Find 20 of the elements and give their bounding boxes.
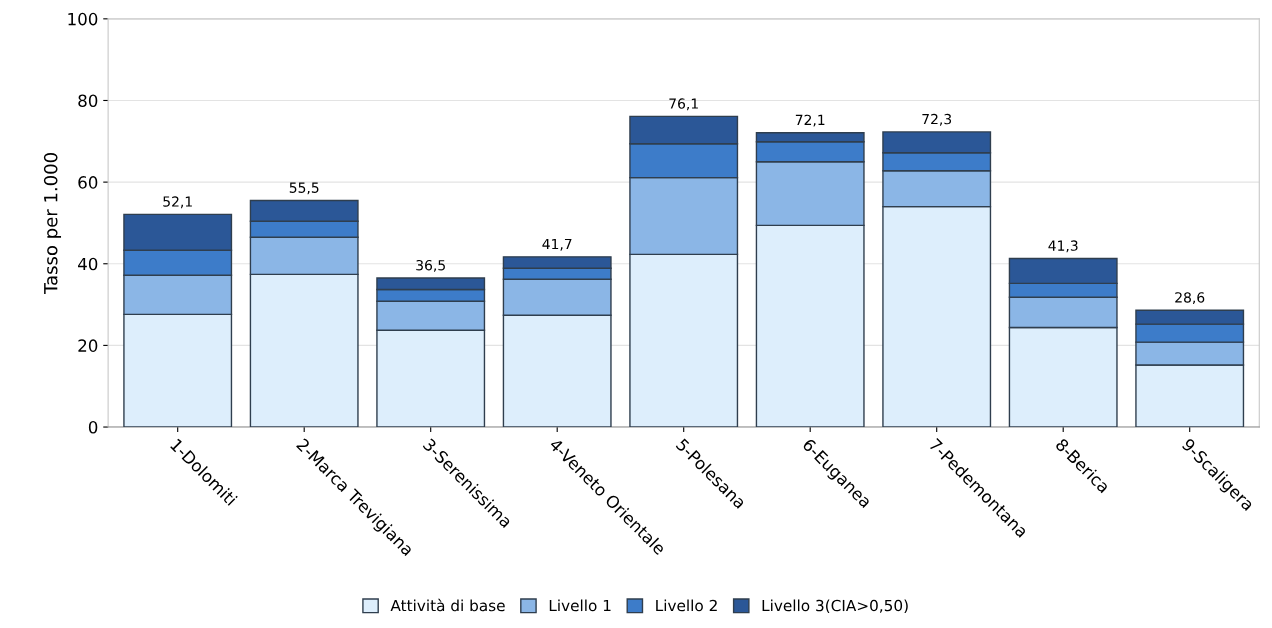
total-label: 36,5 bbox=[416, 259, 445, 272]
legend-label: Livello 2 bbox=[656, 599, 717, 612]
y-tick-label: 100 bbox=[68, 12, 98, 26]
y-axis-title: Tasso per 1.000 bbox=[43, 153, 62, 295]
y-tick-label: 60 bbox=[78, 176, 98, 189]
total-label: 52,1 bbox=[163, 196, 192, 209]
total-label: 55,5 bbox=[289, 182, 319, 195]
legend-label: Livello 3(CIA>0,50) bbox=[762, 599, 908, 614]
total-label: 72,3 bbox=[922, 113, 952, 126]
y-tick-label: 80 bbox=[78, 94, 98, 108]
y-tick-label: 20 bbox=[78, 339, 98, 352]
y-tick-label: 0 bbox=[88, 421, 98, 434]
total-label: 76,1 bbox=[669, 98, 698, 111]
legend-label: Attività di base bbox=[390, 598, 505, 612]
total-label: 72,1 bbox=[795, 114, 825, 127]
total-label: 41,3 bbox=[1048, 240, 1078, 253]
legend-label: Livello 1 bbox=[549, 599, 611, 612]
total-label: 41,7 bbox=[542, 238, 572, 251]
y-tick-label: 40 bbox=[78, 257, 98, 271]
total-label: 28,6 bbox=[1175, 292, 1205, 305]
